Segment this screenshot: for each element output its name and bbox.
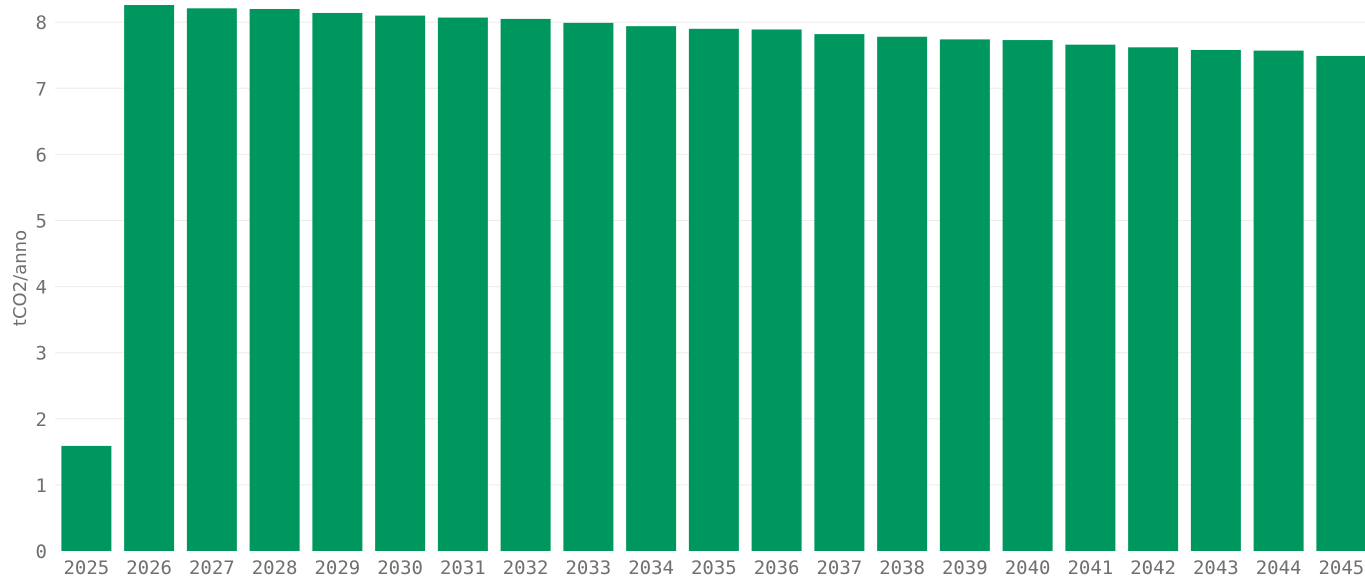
- x-tick-label: 2030: [377, 557, 423, 577]
- bar-2042[interactable]: [1128, 47, 1179, 552]
- x-tick-label: 2041: [1067, 557, 1113, 577]
- bar-2043[interactable]: [1190, 49, 1241, 551]
- x-tick-label: 2043: [1193, 557, 1239, 577]
- bar-2038[interactable]: [877, 36, 928, 551]
- bar-2034[interactable]: [626, 26, 677, 551]
- x-tick-label: 2028: [252, 557, 298, 577]
- x-tick-label: 2035: [691, 557, 737, 577]
- x-tick-label: 2027: [189, 557, 235, 577]
- y-tick-label: 8: [36, 12, 47, 34]
- bar-2033[interactable]: [563, 22, 614, 551]
- x-tick-label: 2032: [503, 557, 549, 577]
- bar-2027[interactable]: [186, 8, 237, 552]
- y-tick-label: 2: [36, 409, 47, 431]
- x-tick-label: 2038: [879, 557, 925, 577]
- bar-2025[interactable]: [61, 445, 112, 551]
- x-tick-label: 2045: [1318, 557, 1364, 577]
- x-tick-label: 2034: [628, 557, 674, 577]
- bar-2031[interactable]: [437, 17, 488, 552]
- y-axis-title: tCO2/anno: [10, 230, 31, 326]
- bar-2039[interactable]: [939, 39, 990, 552]
- x-tick-label: 2042: [1130, 557, 1176, 577]
- y-tick-label: 3: [36, 343, 47, 365]
- x-tick-label: 2036: [754, 557, 800, 577]
- x-tick-label: 2029: [314, 557, 360, 577]
- bar-2026[interactable]: [124, 5, 175, 552]
- bar-2028[interactable]: [249, 8, 300, 552]
- y-tick-label: 7: [36, 78, 47, 100]
- y-tick-label: 0: [36, 541, 47, 563]
- bars: [61, 5, 1365, 552]
- y-tick-label: 5: [36, 211, 47, 233]
- x-tick-label: 2033: [565, 557, 611, 577]
- x-tick-label: 2037: [816, 557, 862, 577]
- bar-2044[interactable]: [1253, 50, 1304, 552]
- bar-2037[interactable]: [814, 34, 865, 551]
- x-tick-label: 2044: [1256, 557, 1302, 577]
- y-tick-label: 4: [36, 277, 47, 299]
- bar-2029[interactable]: [312, 12, 363, 552]
- bar-2045[interactable]: [1316, 55, 1365, 551]
- x-tick-labels: 2025 2026 2027 2028 2029 2030 2031 2032 2033 2034…: [63, 557, 1364, 577]
- bar-2040[interactable]: [1002, 40, 1053, 552]
- x-tick-label: 2039: [942, 557, 988, 577]
- bar-2032[interactable]: [500, 18, 551, 551]
- bar-2030[interactable]: [375, 15, 426, 551]
- x-tick-label: 2026: [126, 557, 172, 577]
- bar-2041[interactable]: [1065, 44, 1116, 551]
- y-tick-label: 6: [36, 144, 47, 166]
- x-tick-label: 2025: [63, 557, 109, 577]
- x-tick-label: 2031: [440, 557, 486, 577]
- bar-2036[interactable]: [751, 29, 802, 551]
- x-tick-label: 2040: [1005, 557, 1051, 577]
- y-tick-label: 1: [36, 475, 47, 497]
- y-tick-labels: 0 1 2 3 4 5 6 7 8: [36, 12, 47, 563]
- bar-2035[interactable]: [688, 28, 739, 552]
